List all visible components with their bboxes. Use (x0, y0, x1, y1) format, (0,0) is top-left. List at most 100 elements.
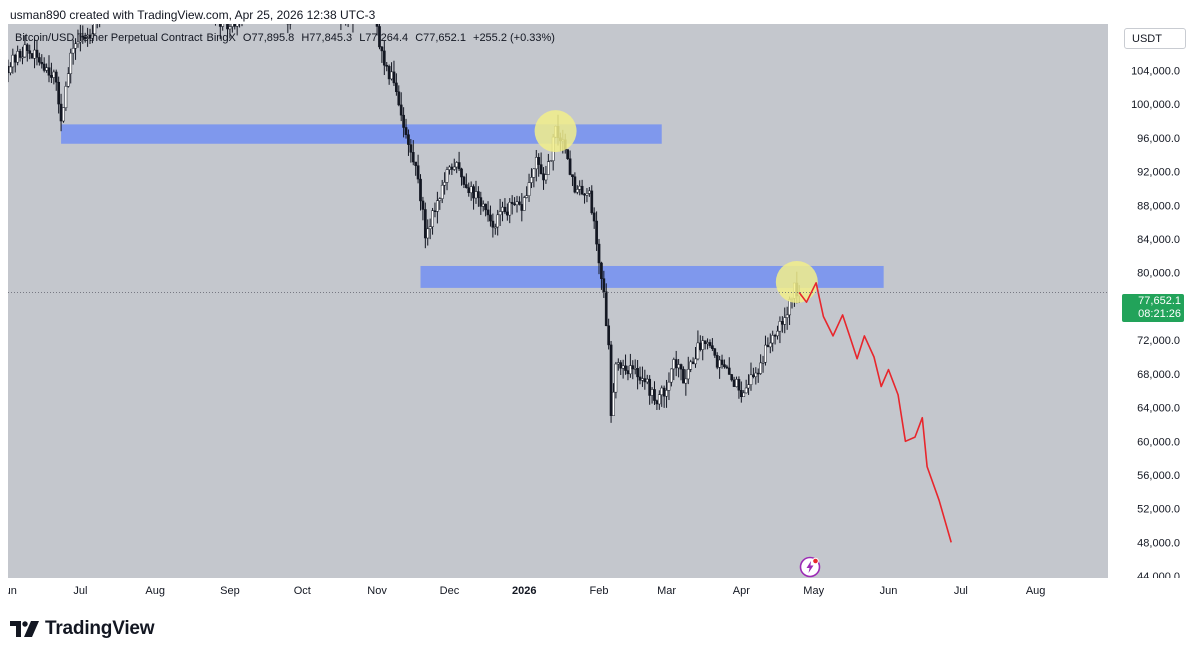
candle-body (542, 173, 545, 181)
candle-body (674, 359, 678, 369)
candle-body (575, 189, 579, 193)
y-tick-label: 56,000.0 (1137, 470, 1180, 482)
candle (489, 205, 492, 227)
candle (25, 43, 29, 62)
candle-body (631, 365, 635, 370)
candle-body (643, 378, 647, 383)
price-axis[interactable]: 108,000.0104,000.0100,000.096,000.092,00… (1131, 32, 1180, 583)
candle (684, 369, 688, 396)
last-price-tag: 77,652.1 08:21:26 (1122, 294, 1184, 322)
candle-body (537, 157, 541, 165)
candle-body (665, 390, 668, 397)
candle (66, 67, 70, 88)
candle (286, 24, 290, 34)
candle-body (720, 359, 724, 365)
candle-body (395, 82, 398, 92)
candle (720, 354, 724, 369)
candle-body (81, 35, 85, 38)
tradingview-logo[interactable]: TradingView (10, 618, 155, 640)
candle-body (568, 158, 572, 175)
candle-body (464, 184, 468, 188)
candle-body (21, 56, 24, 59)
candle-body (481, 203, 485, 207)
y-tick-label: 104,000.0 (1131, 65, 1180, 77)
candle-body (691, 361, 695, 365)
candle-body (571, 174, 574, 177)
candle (778, 316, 782, 344)
candle-body (28, 50, 32, 54)
candle-body (423, 209, 427, 239)
candle-body (472, 186, 475, 199)
candle (665, 379, 668, 408)
x-tick-label: Mar (657, 585, 676, 597)
candle (667, 372, 671, 401)
candle-body (616, 362, 620, 365)
candle (682, 366, 685, 384)
candle-body (742, 392, 746, 397)
candle (47, 55, 51, 83)
candle (636, 359, 639, 390)
candle-body (469, 186, 473, 194)
candle (723, 359, 726, 369)
currency-button[interactable]: USDT (1124, 28, 1186, 49)
candle-body (54, 71, 58, 83)
candle-body (614, 363, 618, 393)
candle (9, 62, 12, 76)
candle (81, 25, 85, 44)
candle-body (544, 174, 548, 181)
candle-body (440, 184, 444, 199)
symbol-legend[interactable]: Bitcoin/USD Tether Perpetual Contract Bin… (15, 32, 559, 44)
candle-body (609, 344, 613, 416)
candle (508, 198, 512, 224)
candle-body (732, 379, 736, 387)
price-chart[interactable]: 108,000.0104,000.0100,000.096,000.092,00… (8, 24, 1192, 602)
candle-body (580, 185, 584, 195)
candle (479, 191, 483, 215)
candle-body (486, 209, 490, 216)
candle (493, 223, 497, 235)
candle-body (462, 176, 466, 185)
chart-caption: usman890 created with TradingView.com, A… (10, 8, 376, 22)
candle (445, 166, 449, 191)
candle-body (218, 24, 222, 27)
candle-body (539, 164, 543, 174)
candle-body (397, 91, 401, 106)
candle (392, 60, 396, 86)
y-tick-label: 100,000.0 (1131, 99, 1180, 111)
ohlc-low: L77,264.4 (359, 32, 409, 44)
candle (462, 175, 466, 189)
candle (539, 152, 543, 175)
candle-body (496, 214, 500, 228)
candle-body (694, 358, 697, 365)
candle-body (689, 361, 693, 370)
candle (602, 270, 606, 298)
candle-body (436, 200, 439, 212)
candle (653, 381, 656, 405)
candle-body (42, 63, 46, 71)
candle-body (431, 210, 434, 228)
candle (744, 379, 748, 394)
candle-body (756, 372, 760, 375)
candle-body (421, 200, 425, 210)
time-axis[interactable]: Jun Jul Aug Sep Oct Nov Dec 2026 Feb Mar Apr May Jun… (8, 578, 1192, 602)
candle-body (452, 166, 456, 170)
candle-body (13, 54, 17, 63)
candle (689, 359, 693, 373)
candle-body (590, 190, 594, 214)
candle-body (715, 355, 719, 368)
candle-body (438, 198, 442, 202)
candle-body (30, 53, 34, 59)
candle (694, 346, 697, 368)
highlight-circle-1 (534, 110, 577, 153)
candle (399, 92, 403, 122)
candle-body (629, 365, 632, 375)
candle-body (780, 321, 784, 325)
candle-body (566, 149, 569, 159)
flash-icon[interactable] (799, 556, 821, 578)
candle-body (47, 67, 51, 76)
candle-body (783, 317, 787, 325)
candle-body (595, 220, 598, 245)
candle-body (549, 160, 553, 162)
candle (783, 307, 787, 334)
candle (674, 350, 678, 377)
